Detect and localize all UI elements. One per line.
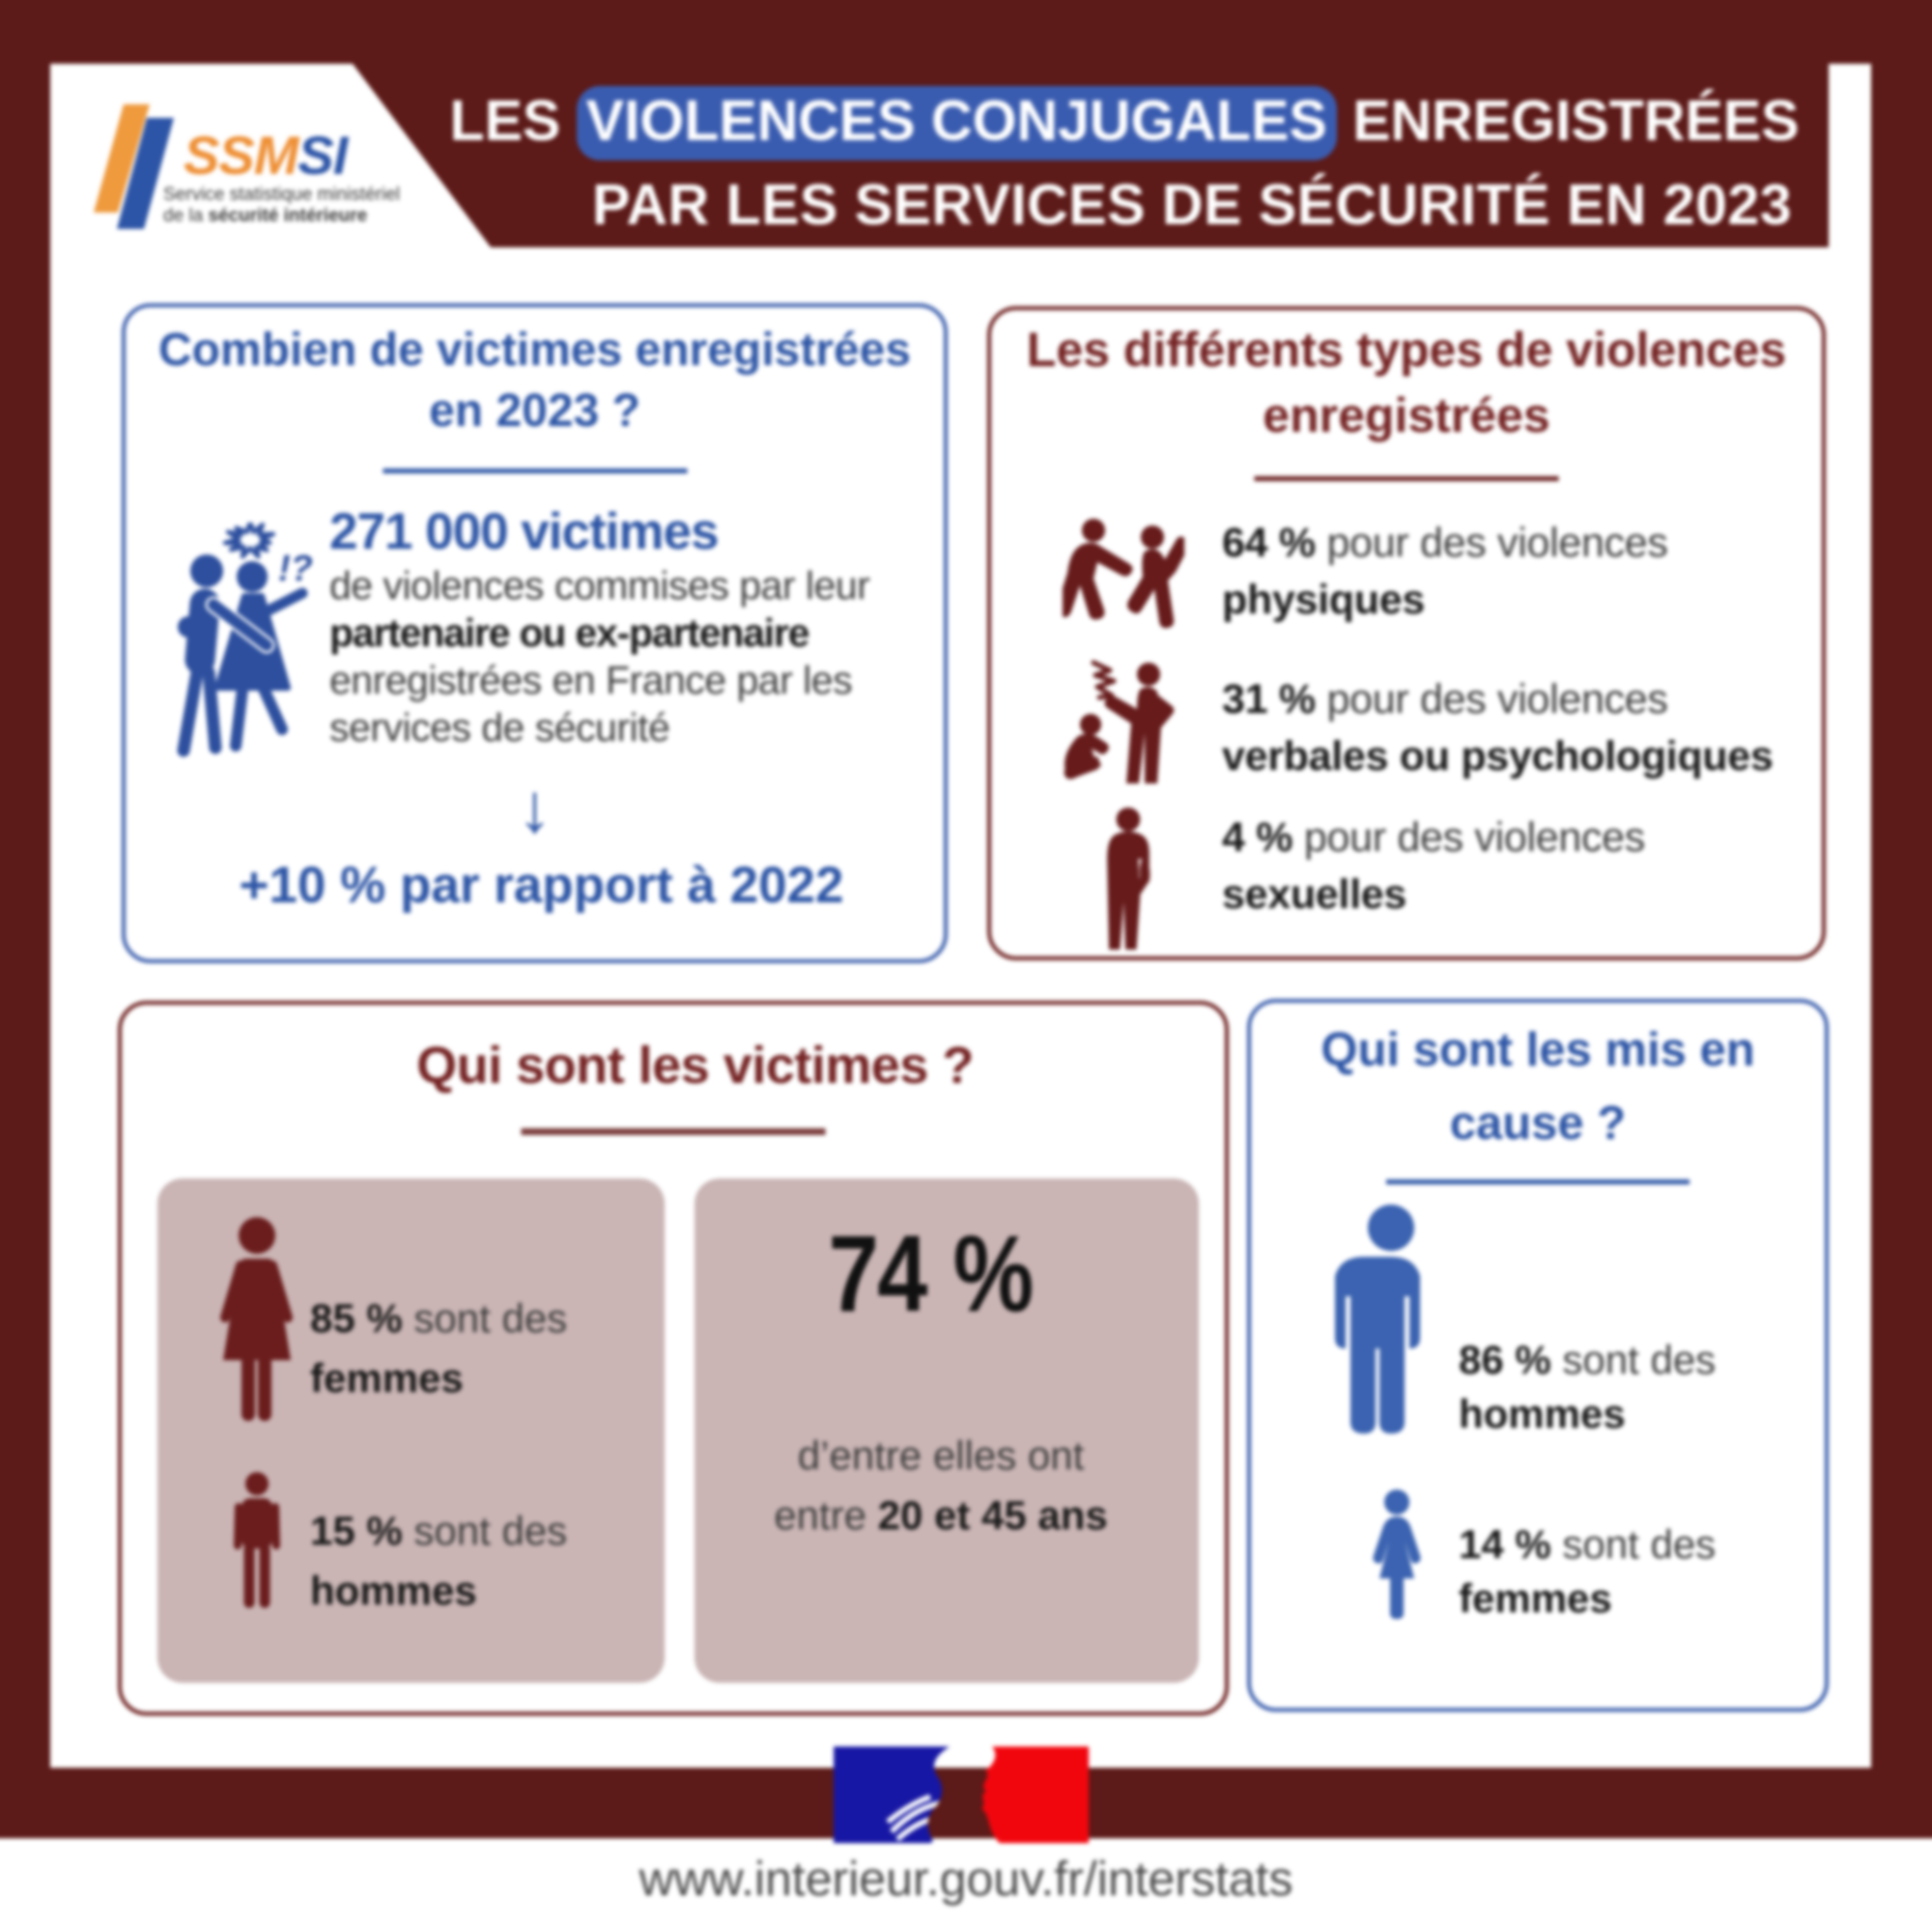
svg-text:de la sécurité intérieure: de la sécurité intérieure <box>163 206 367 226</box>
svg-text:!?: !? <box>278 549 313 589</box>
svg-text:Service statistique ministérie: Service statistique ministériel <box>163 185 400 205</box>
svg-text:SSMSI: SSMSI <box>184 125 350 185</box>
